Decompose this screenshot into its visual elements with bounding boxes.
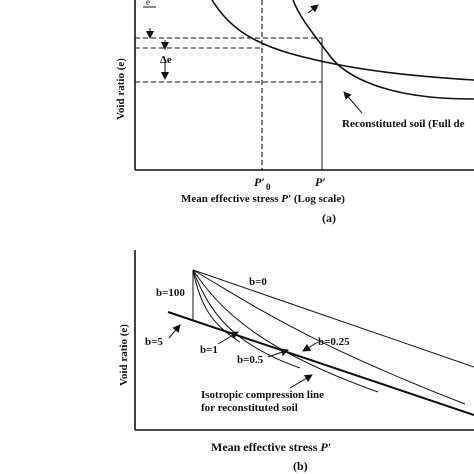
natural-soil-curve bbox=[211, 0, 474, 81]
label-b0-25: b=0.25 bbox=[318, 336, 350, 348]
arrow-b1 bbox=[217, 331, 239, 345]
corner-label: e bbox=[146, 0, 150, 7]
icl-label-arrow bbox=[289, 374, 313, 389]
curve-b0-5 bbox=[192, 269, 379, 393]
icl-label-line2: for reconstituted soil bbox=[201, 402, 298, 414]
curve-b1 bbox=[192, 269, 301, 369]
p0-tick-label: P′ bbox=[254, 175, 265, 189]
label-b100: b=100 bbox=[156, 287, 185, 299]
label-b5: b=5 bbox=[145, 336, 163, 348]
panel-b-x-label: Mean effective stress P′ bbox=[211, 440, 331, 454]
panel-a-x-label: Mean effective stress P′ (Log scale) bbox=[181, 193, 345, 205]
delta-e-label: Δe bbox=[160, 54, 172, 66]
panel-b-y-label: Void ratio (e) bbox=[118, 324, 130, 386]
recon-curve-label: Reconstituted soil (Full de bbox=[342, 118, 465, 130]
panel-a-caption: (a) bbox=[322, 211, 336, 225]
panel-a: e Δe Void ratio (e) P′ 0 P′ Mean effecti… bbox=[115, 0, 474, 225]
reconstituted-soil-curve bbox=[292, 0, 474, 100]
arrow-b0-25 bbox=[302, 341, 319, 352]
panel-b-caption: (b) bbox=[293, 459, 308, 473]
top-label-arrow bbox=[307, 4, 319, 14]
label-b0: b=0 bbox=[249, 276, 267, 288]
p0-subscript: 0 bbox=[266, 182, 271, 192]
label-b1: b=1 bbox=[200, 344, 218, 356]
curve-b0-25 bbox=[192, 269, 466, 405]
panel-b: b=0 b=100 b=5 b=1 b=0.5 b=0.25 Isotropic… bbox=[118, 250, 474, 473]
p-tick-label: P′ bbox=[315, 175, 326, 189]
label-b0-5: b=0.5 bbox=[237, 354, 264, 366]
recon-label-arrow bbox=[343, 91, 363, 114]
panel-a-y-label: Void ratio (e) bbox=[115, 58, 127, 120]
icl-label-line1: Isotropic compression line bbox=[201, 389, 324, 401]
arrow-b5 bbox=[168, 324, 181, 339]
curve-b0 bbox=[192, 269, 474, 368]
arrow-b0-5 bbox=[267, 348, 289, 358]
icl-line bbox=[167, 311, 474, 416]
